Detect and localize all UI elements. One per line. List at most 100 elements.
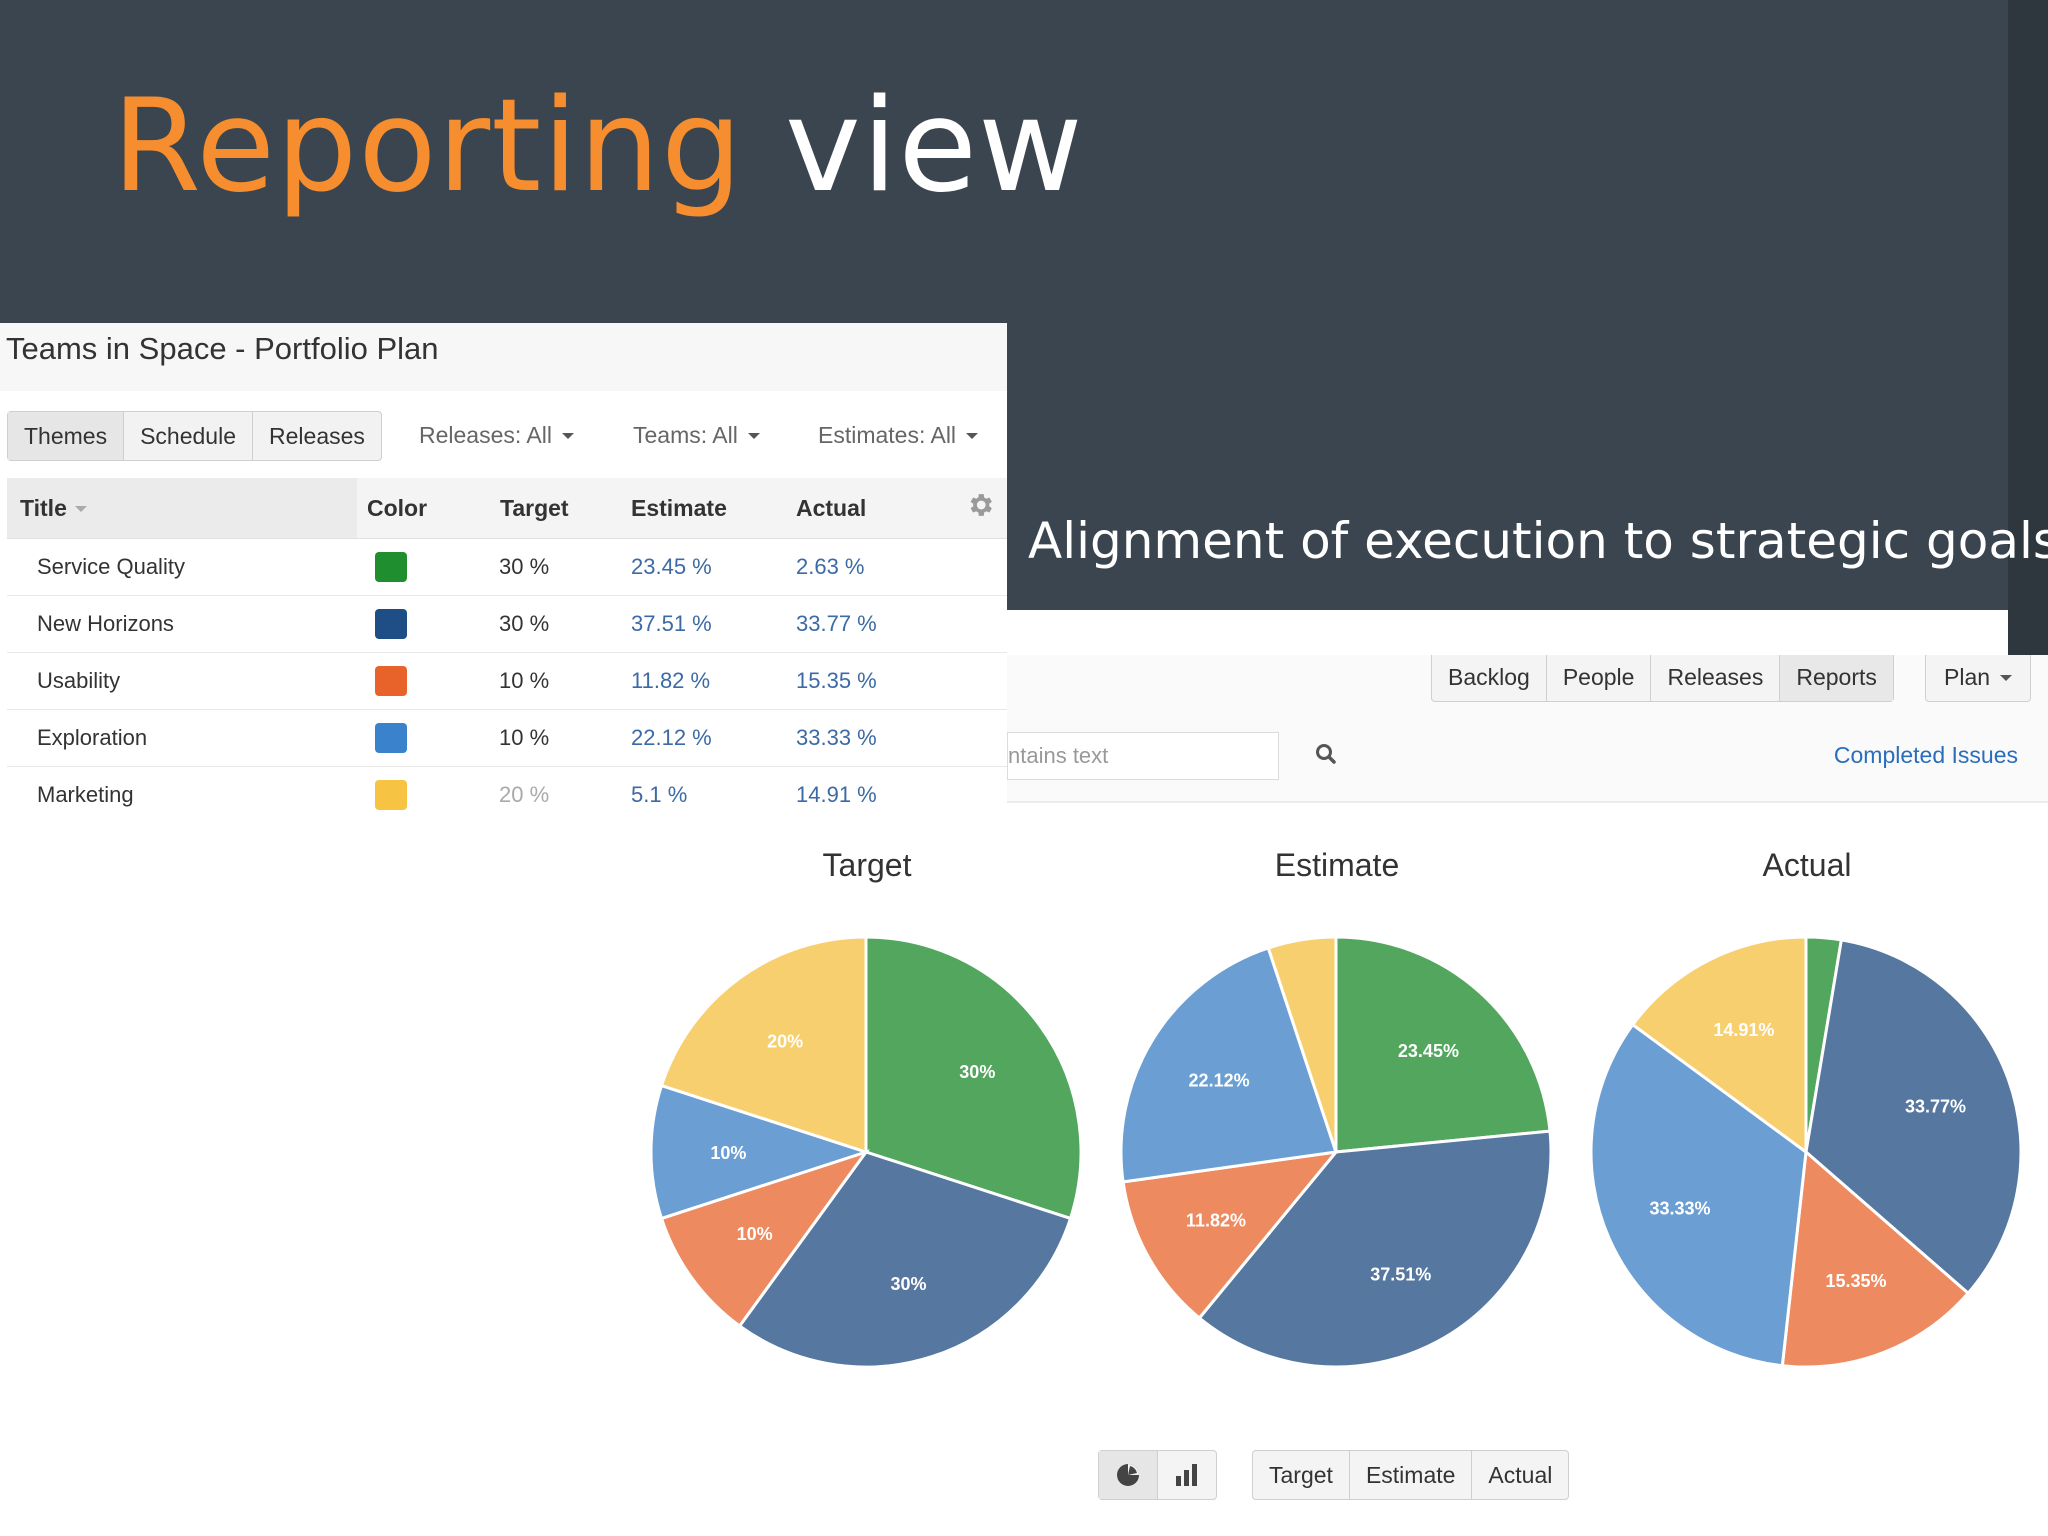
- slide-edge: [2008, 0, 2048, 655]
- row-title: New Horizons: [37, 611, 174, 636]
- column-header-title[interactable]: Title: [20, 478, 87, 538]
- row-estimate: 5.1 %: [631, 782, 688, 807]
- pie-slice-service-quality: [1334, 935, 1552, 1154]
- row-actual: 33.33 %: [796, 725, 877, 750]
- pie-label-marketing: 20%: [767, 1032, 803, 1052]
- pie-label-service-quality: 23.45%: [1398, 1041, 1459, 1061]
- table-row[interactable]: Marketing 20 % 5.1 % 14.91 %: [7, 766, 1007, 823]
- pie-slice-new-horizons: [737, 1150, 1073, 1369]
- tab-releases[interactable]: Releases: [269, 423, 365, 449]
- row-target: 30 %: [499, 611, 550, 636]
- row-target: 20 %: [499, 782, 550, 807]
- tab-schedule[interactable]: Schedule: [124, 412, 254, 460]
- plan-dropdown-label: Plan: [1944, 664, 1991, 690]
- nav-reports[interactable]: Reports: [1780, 655, 1893, 701]
- completed-issues-link[interactable]: Completed Issues: [1833, 742, 2018, 768]
- search-input[interactable]: [1007, 732, 1279, 780]
- pie-label-new-horizons: 33.77%: [1905, 1097, 1966, 1117]
- chevron-down-icon: [2000, 674, 2013, 681]
- slide-title-rest: view: [784, 72, 1084, 221]
- top-nav: Backlog People Releases Reports: [1431, 655, 1894, 702]
- search-icon: [1316, 744, 1336, 764]
- search-button[interactable]: [1307, 735, 1347, 775]
- tab-themes[interactable]: Themes: [8, 412, 125, 460]
- pie-label-new-horizons: 37.51%: [1370, 1264, 1431, 1284]
- chevron-down-icon: [561, 432, 574, 439]
- table-row[interactable]: Usability 10 % 11.82 % 15.35 %: [7, 652, 1007, 710]
- title-column-bg: [7, 478, 357, 538]
- pie-slice-marketing: [659, 935, 868, 1155]
- plan-dropdown[interactable]: Plan: [1925, 655, 2032, 702]
- row-title: Exploration: [37, 725, 148, 750]
- chart-title-target: Target: [822, 847, 912, 883]
- bar-view-button[interactable]: [1158, 1451, 1216, 1499]
- pie-chart-icon: [1117, 1464, 1139, 1486]
- sort-icon: [74, 505, 87, 512]
- chevron-down-icon: [747, 432, 760, 439]
- pie-slice-marketing: [1266, 935, 1338, 1153]
- pie-label-exploration: 22.12%: [1189, 1070, 1250, 1090]
- pie-label-marketing: 14.91%: [1713, 1020, 1774, 1040]
- row-title: Usability: [37, 668, 121, 693]
- row-title: Service Quality: [37, 554, 185, 579]
- table-row[interactable]: Exploration 10 % 22.12 % 33.33 %: [7, 709, 1007, 767]
- color-swatch: [375, 666, 407, 696]
- pie-label-exploration: 33.33%: [1649, 1198, 1710, 1218]
- pie-slice-exploration: [1119, 946, 1338, 1184]
- toggle-estimate[interactable]: Estimate: [1350, 1451, 1473, 1499]
- pie-label-usability: 11.82%: [1186, 1210, 1246, 1230]
- row-actual: 14.91 %: [796, 782, 877, 807]
- pie-view-button[interactable]: [1099, 1451, 1158, 1499]
- portfolio-title: Teams in Space - Portfolio Plan: [6, 331, 439, 366]
- nav-backlog[interactable]: Backlog: [1432, 655, 1547, 701]
- column-header-color: Color: [367, 495, 428, 521]
- row-estimate: 11.82 %: [631, 668, 711, 693]
- pie-label-usability: 15.35%: [1825, 1271, 1886, 1291]
- row-estimate: 37.51 %: [631, 611, 712, 636]
- pie-actual: 33.77% 15.35% 33.33% 14.91%: [1589, 935, 2023, 1369]
- panel-title-bar: [0, 323, 1007, 391]
- color-swatch: [375, 609, 407, 639]
- pie-label-service-quality: 30%: [959, 1062, 995, 1082]
- row-estimate: 22.12 %: [631, 725, 712, 750]
- pie-label-exploration: 10%: [710, 1143, 746, 1163]
- report-toolbar: Backlog People Releases Reports Plan Com…: [1007, 655, 2048, 803]
- column-title-label: Title: [20, 495, 67, 521]
- row-target: 30 %: [499, 554, 550, 579]
- color-swatch: [375, 780, 407, 810]
- teams-filter[interactable]: Teams: All: [633, 411, 760, 459]
- table-row[interactable]: Service Quality 30 % 23.45 % 2.63 %: [7, 538, 1007, 596]
- nav-people[interactable]: People: [1547, 655, 1652, 701]
- pie-label-usability: 10%: [737, 1224, 773, 1244]
- pie-estimate: 23.45% 37.51% 11.82% 22.12%: [1119, 935, 1553, 1369]
- slide-title-accent: Reporting: [112, 72, 744, 221]
- pie-slice-usability: [1780, 1148, 1971, 1369]
- releases-filter[interactable]: Releases: All: [419, 411, 574, 459]
- chart-type-toggle: [1098, 1450, 1217, 1500]
- pie-slice-service-quality: [1804, 935, 1844, 1153]
- table-row[interactable]: New Horizons 30 % 37.51 % 33.77 %: [7, 595, 1007, 653]
- pie-slice-usability: [1121, 1149, 1340, 1321]
- row-actual: 33.77 %: [796, 611, 877, 636]
- estimates-filter-label: Estimates: All: [818, 422, 957, 448]
- estimates-filter[interactable]: Estimates: All: [818, 411, 979, 459]
- portfolio-panel: Teams in Space - Portfolio Plan Themes S…: [0, 323, 1007, 820]
- row-target: 10 %: [499, 668, 550, 693]
- pie-slice-service-quality: [864, 935, 1083, 1221]
- pie-slice-exploration: [649, 1083, 871, 1221]
- row-target: 10 %: [499, 725, 550, 750]
- releases-filter-label: Releases: All: [419, 422, 552, 448]
- pie-slice-new-horizons: [1804, 938, 2023, 1296]
- view-tabs: Themes Schedule Releases: [7, 411, 382, 461]
- toggle-actual[interactable]: Actual: [1488, 1462, 1553, 1488]
- table-header: Title Color Target Estimate Actual: [7, 478, 1007, 539]
- chart-title-actual: Actual: [1762, 847, 1852, 883]
- slide-title: Reporting view: [112, 72, 1084, 222]
- column-header-target: Target: [500, 495, 569, 521]
- toggle-target[interactable]: Target: [1253, 1451, 1350, 1499]
- pie-slice-marketing: [1630, 935, 1808, 1155]
- nav-releases[interactable]: Releases: [1651, 655, 1781, 701]
- chart-metric-toggle: Target Estimate Actual: [1252, 1450, 1570, 1500]
- column-header-actual: Actual: [796, 495, 867, 521]
- gear-icon[interactable]: [962, 490, 998, 526]
